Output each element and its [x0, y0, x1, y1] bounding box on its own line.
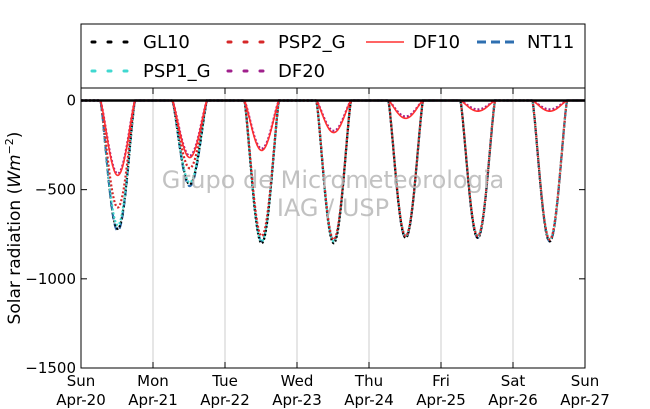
x-tick-label-day-0: Sun [67, 372, 96, 390]
x-tick-label-day-1: Mon [137, 372, 169, 390]
x-tick-label-date-2: Apr-22 [200, 391, 250, 409]
x-tick-label-date-5: Apr-25 [416, 391, 466, 409]
x-tick-label-date-1: Apr-21 [128, 391, 178, 409]
y-tick-label-2: −1000 [25, 270, 76, 288]
vertical-grid [152, 88, 514, 368]
x-tick-label-date-6: Apr-26 [488, 391, 538, 409]
legend-box [80, 23, 586, 89]
x-tick-label-date-7: Apr-27 [560, 391, 610, 409]
y-axis-label-unit: Wm [5, 154, 25, 187]
series-df20 [81, 99, 585, 175]
x-tick-label-day-5: Fri [432, 372, 450, 390]
x-tick-label-day-4: Thu [354, 372, 383, 390]
x-tick-label-day-2: Tue [211, 372, 238, 390]
watermark-line-2: IAG / USP [277, 194, 389, 222]
x-tick-label-date-4: Apr-24 [344, 391, 394, 409]
x-tick-label-day-7: Sun [571, 372, 600, 390]
y-tick-label-3: −1500 [25, 359, 76, 377]
legend-label-df10: DF10 [413, 32, 460, 53]
y-tick-label-1: −500 [35, 181, 76, 199]
y-axis-label: Solar radiation (Wm−2) [3, 132, 25, 325]
watermark-line-1: Grupo de Micrometeorologia [162, 166, 504, 194]
y-axis-label-suffix: ) [5, 132, 25, 139]
y-tick-label-0: 0 [66, 91, 76, 109]
series-layer [81, 99, 585, 245]
legend-label-psp1-g: PSP1_G [143, 61, 211, 82]
legend-label-df20: DF20 [278, 61, 325, 82]
y-axis-label-prefix: Solar radiation ( [5, 188, 25, 325]
legend-label-psp2-g: PSP2_G [278, 32, 346, 53]
y-axis-label-exponent: −2 [3, 138, 16, 154]
legend-label-nt11: NT11 [527, 32, 574, 53]
legend: GL10 PSP2_G DF10 NT11 PSP1_G DF20 [90, 32, 574, 82]
legend-label-gl10: GL10 [143, 32, 190, 53]
x-tick-label-date-3: Apr-23 [272, 391, 322, 409]
axes: SunApr-20MonApr-21TueApr-22WedApr-23ThuA… [25, 88, 610, 409]
series-psp1-g [81, 99, 585, 243]
x-tick-label-date-0: Apr-20 [56, 391, 106, 409]
series-df10 [81, 99, 585, 177]
x-tick-label-day-6: Sat [501, 372, 526, 390]
x-tick-label-day-3: Wed [281, 372, 314, 390]
